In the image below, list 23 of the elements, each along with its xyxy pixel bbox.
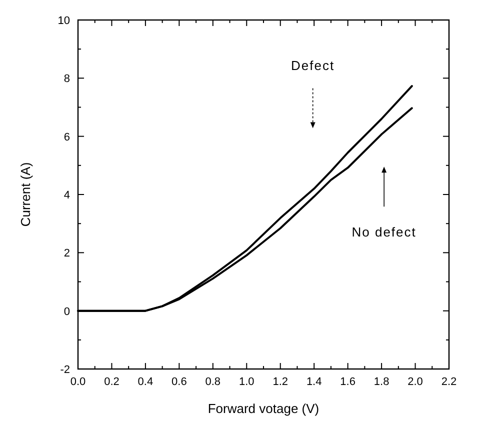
x-tick-label: 0.8 (205, 376, 221, 388)
x-tick-label: 2.0 (408, 376, 423, 388)
x-tick-label: 1.2 (272, 376, 288, 388)
x-tick-label: 1.6 (340, 376, 356, 388)
x-tick-label: 1.4 (306, 376, 322, 388)
y-axis-title: Current (A) (18, 162, 33, 227)
annotation: No defect (352, 224, 416, 240)
y-tick-label: 2 (64, 248, 70, 260)
x-tick-label: 0.2 (104, 376, 120, 388)
x-tick-label: 2.2 (441, 376, 457, 388)
x-tick-label: 0.4 (138, 376, 154, 388)
x-tick-label: 0.0 (70, 376, 86, 388)
y-tick-label: 8 (64, 73, 70, 86)
y-tick-label: 0 (64, 306, 70, 318)
x-tick-label: 0.6 (172, 376, 187, 388)
x-tick-label: 1.0 (238, 376, 254, 388)
y-tick-label: 6 (64, 131, 70, 144)
x-axis-title: Forward votage (V) (208, 401, 320, 416)
y-tick-label: 4 (64, 190, 70, 202)
y-tick-label: 10 (58, 15, 70, 27)
y-tick-label: -2 (60, 364, 70, 376)
annotation: Defect (291, 58, 335, 74)
x-tick-label: 1.8 (374, 376, 390, 388)
